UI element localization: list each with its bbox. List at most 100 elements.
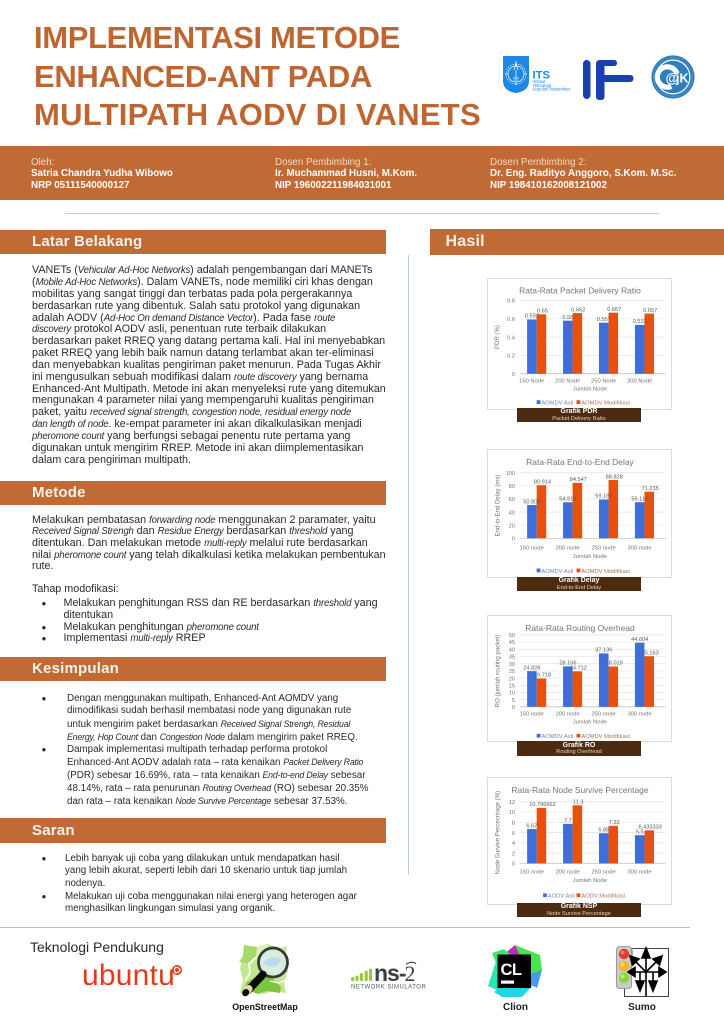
svg-text:45: 45 xyxy=(509,640,515,646)
svg-text:150 node: 150 node xyxy=(520,712,544,718)
svg-text:End-to-End Delay (ms): End-to-End Delay (ms) xyxy=(494,475,501,537)
svg-text:0.533: 0.533 xyxy=(633,319,647,325)
svg-text:6.67: 6.67 xyxy=(526,823,537,829)
svg-text:44.604: 44.604 xyxy=(631,637,648,643)
svg-text:50.808: 50.808 xyxy=(523,499,540,505)
svg-text:11.3: 11.3 xyxy=(573,800,584,806)
svg-text:AOMDV Modifikasi: AOMDV Modifikasi xyxy=(581,400,630,406)
svg-text:Rata-Rata Packet Delivery Rati: Rata-Rata Packet Delivery Ratio xyxy=(519,285,641,295)
svg-text:35.163: 35.163 xyxy=(642,650,659,656)
svg-text:40: 40 xyxy=(509,510,515,516)
svg-text:6: 6 xyxy=(512,831,515,837)
svg-text:15: 15 xyxy=(509,683,515,689)
svg-text:8: 8 xyxy=(512,820,515,826)
svg-text:0: 0 xyxy=(512,536,515,542)
svg-text:0.557: 0.557 xyxy=(597,317,611,323)
svg-text:0.667: 0.667 xyxy=(607,307,621,313)
svg-text:40: 40 xyxy=(509,647,515,653)
svg-text:ITS: ITS xyxy=(533,70,551,82)
svg-text:20: 20 xyxy=(509,676,515,682)
svg-text:Jumlah Node: Jumlah Node xyxy=(573,554,607,560)
svg-text:60: 60 xyxy=(509,497,515,503)
svg-text:250 node: 250 node xyxy=(592,545,616,551)
svg-text:10: 10 xyxy=(509,691,515,697)
svg-text:24.712: 24.712 xyxy=(570,666,587,672)
svg-text:AOMDV Modifikasi: AOMDV Modifikasi xyxy=(581,569,630,575)
svg-text:0: 0 xyxy=(512,862,515,868)
svg-text:80: 80 xyxy=(509,484,515,490)
svg-text:150 node: 150 node xyxy=(520,545,544,551)
svg-text:24.828: 24.828 xyxy=(523,665,540,671)
svg-text:250 Node: 250 Node xyxy=(591,378,616,384)
svg-text:150 Node: 150 Node xyxy=(519,378,544,384)
svg-text:84.547: 84.547 xyxy=(570,477,587,483)
svg-text:@: @ xyxy=(666,71,679,86)
svg-text:50: 50 xyxy=(509,633,515,639)
svg-text:20: 20 xyxy=(509,523,515,529)
svg-text:300 node: 300 node xyxy=(627,712,651,718)
svg-text:0.65: 0.65 xyxy=(537,308,548,314)
svg-text:0: 0 xyxy=(512,705,515,711)
svg-text:Teknologi: Teknologi xyxy=(533,83,552,88)
svg-text:80.914: 80.914 xyxy=(534,479,551,485)
svg-text:0.6: 0.6 xyxy=(507,317,515,323)
svg-text:Rata-Rata Routing Overhead: Rata-Rata Routing Overhead xyxy=(525,623,635,633)
svg-text:200 node: 200 node xyxy=(556,545,580,551)
svg-text:Node Survive Percecntage (%): Node Survive Percecntage (%) xyxy=(494,791,501,875)
svg-text:35: 35 xyxy=(509,655,515,661)
svg-text:100: 100 xyxy=(505,471,515,477)
svg-text:2: 2 xyxy=(405,961,416,986)
svg-text:AOMDV Modifikasi: AOMDV Modifikasi xyxy=(581,734,630,740)
svg-text:30: 30 xyxy=(509,662,515,668)
svg-text:71.235: 71.235 xyxy=(642,486,659,492)
svg-text:NETWORK SIMULATOR: NETWORK SIMULATOR xyxy=(351,985,426,991)
svg-text:0.58: 0.58 xyxy=(562,315,573,321)
svg-text:5: 5 xyxy=(512,698,515,704)
svg-text:AOMDV Asli: AOMDV Asli xyxy=(541,734,573,740)
svg-text:0.4: 0.4 xyxy=(507,335,515,341)
svg-text:AOMDV Asli: AOMDV Asli xyxy=(541,569,573,575)
svg-text:300 node: 300 node xyxy=(627,869,651,875)
svg-text:Sepuluh Nopember: Sepuluh Nopember xyxy=(533,87,571,92)
svg-text:25: 25 xyxy=(509,669,515,675)
svg-text:10.796662: 10.796662 xyxy=(529,802,556,808)
svg-text:Jumlah Node: Jumlah Node xyxy=(573,878,607,884)
svg-text:Institut: Institut xyxy=(533,79,547,84)
svg-text:55.118: 55.118 xyxy=(631,496,648,502)
svg-text:Rata-Rata End-to-End Delay: Rata-Rata End-to-End Delay xyxy=(526,457,634,467)
svg-text:54.914: 54.914 xyxy=(559,497,576,503)
svg-text:150 node: 150 node xyxy=(520,869,544,875)
svg-text:7.32: 7.32 xyxy=(609,820,620,826)
svg-text:5.5: 5.5 xyxy=(636,829,644,835)
svg-text:AODV Asli: AODV Asli xyxy=(548,894,575,900)
svg-text:2: 2 xyxy=(512,851,515,857)
svg-text:19.718: 19.718 xyxy=(534,673,551,679)
svg-text:300 node: 300 node xyxy=(627,545,651,551)
svg-text:59.182: 59.182 xyxy=(595,494,612,500)
svg-text:200 node: 200 node xyxy=(556,712,580,718)
svg-text:0.662: 0.662 xyxy=(571,307,585,313)
svg-text:5.88: 5.88 xyxy=(598,827,609,833)
svg-text:AOMDV Asli: AOMDV Asli xyxy=(541,400,573,406)
svg-text:200 Node: 200 Node xyxy=(555,378,580,384)
svg-text:7.7: 7.7 xyxy=(564,818,572,824)
svg-text:28.019: 28.019 xyxy=(606,661,623,667)
svg-text:10: 10 xyxy=(509,810,515,816)
svg-text:28.106: 28.106 xyxy=(559,661,576,667)
svg-text:6.433333: 6.433333 xyxy=(638,825,661,831)
svg-text:CL: CL xyxy=(501,961,522,979)
svg-text:250 node: 250 node xyxy=(592,869,616,875)
svg-text:0.8: 0.8 xyxy=(507,299,515,305)
svg-text:0.592: 0.592 xyxy=(525,314,539,320)
svg-text:PDR (%): PDR (%) xyxy=(494,325,501,349)
svg-text:0.657: 0.657 xyxy=(643,308,657,314)
svg-text:250 node: 250 node xyxy=(592,712,616,718)
svg-text:AODV Modifikasi: AODV Modifikasi xyxy=(581,894,625,900)
svg-text:12: 12 xyxy=(509,800,515,806)
svg-text:4: 4 xyxy=(512,841,515,847)
svg-text:88.828: 88.828 xyxy=(606,474,623,480)
svg-text:jK: jK xyxy=(675,72,689,86)
svg-text:Jumlah Node: Jumlah Node xyxy=(573,719,607,725)
svg-text:0: 0 xyxy=(512,372,515,378)
svg-text:Jumlah Node: Jumlah Node xyxy=(573,386,607,392)
